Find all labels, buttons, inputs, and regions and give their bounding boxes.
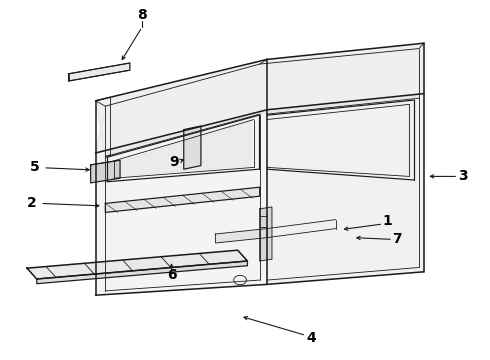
Polygon shape bbox=[267, 94, 424, 284]
Text: 3: 3 bbox=[458, 170, 468, 183]
Polygon shape bbox=[69, 63, 130, 81]
Polygon shape bbox=[260, 207, 272, 261]
Polygon shape bbox=[27, 250, 247, 279]
Polygon shape bbox=[117, 121, 251, 176]
Polygon shape bbox=[96, 43, 424, 157]
Polygon shape bbox=[91, 160, 120, 183]
Text: 2: 2 bbox=[27, 197, 37, 210]
Text: 4: 4 bbox=[306, 332, 316, 345]
Text: 1: 1 bbox=[382, 215, 392, 228]
Polygon shape bbox=[37, 261, 247, 284]
Text: 5: 5 bbox=[29, 161, 39, 174]
Polygon shape bbox=[216, 229, 267, 243]
Text: 9: 9 bbox=[169, 155, 179, 169]
Text: 6: 6 bbox=[167, 269, 176, 282]
Polygon shape bbox=[184, 126, 201, 169]
Polygon shape bbox=[96, 110, 267, 295]
Text: 7: 7 bbox=[392, 233, 402, 246]
Polygon shape bbox=[105, 187, 260, 212]
Text: 8: 8 bbox=[137, 8, 147, 22]
